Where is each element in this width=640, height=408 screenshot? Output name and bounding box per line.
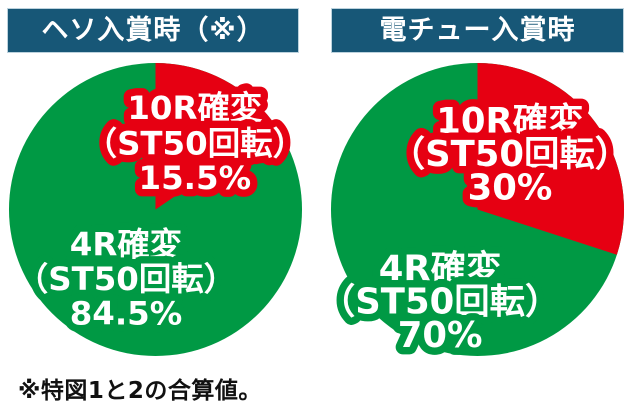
header-denchu: 電チュー入賞時	[332, 9, 623, 52]
pie-slice-10r	[155, 62, 277, 210]
label-10r-line2: （ST50回転）	[390, 134, 625, 175]
label-10r: 10R確変 （ST50回転） 30%	[382, 93, 625, 216]
label-4r-line2: （ST50回転）	[330, 282, 560, 323]
pie-chart-denchu: 10R確変 （ST50回転） 30% 4R確変 （ST50回転） 70%	[330, 62, 625, 357]
label-4r-line1: 4R確変	[379, 248, 502, 289]
label-4r: 4R確変 （ST50回転） 70%	[330, 241, 568, 357]
label-10r-line1: 10R確変	[436, 101, 584, 142]
label-10r-line2: （ST50回転）	[85, 124, 303, 162]
label-4r-line2: （ST50回転）	[16, 260, 236, 298]
pie-slice-10r	[477, 62, 625, 255]
label-4r-line1: 4R確変	[70, 226, 183, 264]
footnote: ※特図1と2の合算値。	[18, 378, 262, 404]
label-4r-value: 70%	[398, 315, 483, 356]
label-4r-value: 84.5%	[70, 295, 183, 333]
label-10r-value: 15.5%	[139, 159, 252, 197]
pie-chart-heso: 10R確変 （ST50回転） 15.5% 4R確変 （ST50回転） 84.5%	[8, 62, 303, 357]
label-10r-value: 30%	[468, 168, 553, 209]
header-heso-title: ヘソ入賞時（※）	[41, 15, 265, 46]
label-10r-line1: 10R確変	[127, 89, 263, 127]
header-denchu-title: 電チュー入賞時	[379, 15, 576, 46]
label-10r: 10R確変 （ST50回転） 15.5%	[77, 82, 303, 205]
label-4r: 4R確変 （ST50回転） 84.5%	[8, 218, 243, 340]
header-heso: ヘソ入賞時（※）	[8, 9, 298, 52]
